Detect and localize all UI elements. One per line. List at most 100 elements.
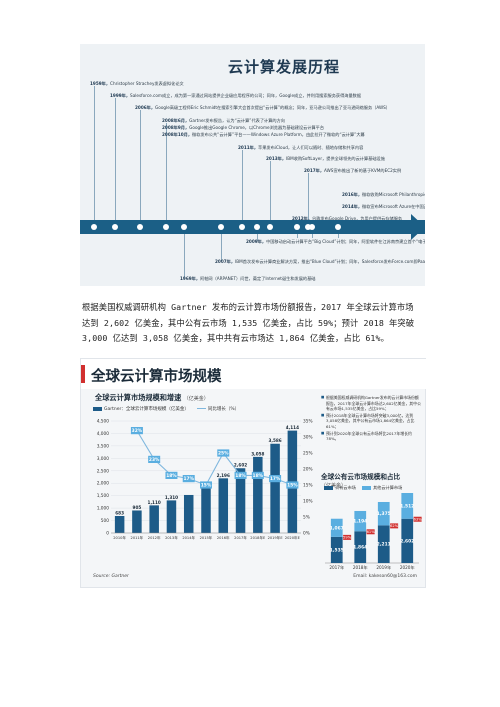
event-year: 2011年，: [238, 145, 259, 150]
bar-value-label: 683: [115, 511, 124, 516]
timeline-connector: [312, 234, 313, 238]
timeline-connector: [184, 234, 185, 278]
timeline-connector: [166, 137, 167, 220]
y-tick-label: 500: [101, 518, 109, 524]
market-size-bar: [253, 456, 263, 533]
public-cloud-chart: 1,535 1,067 59% 2017年 1,864 1,194 61% 2018年 2,21…: [325, 493, 422, 571]
x-tick-label: 2018年: [353, 564, 368, 571]
share-badge: [343, 534, 352, 540]
event-text: 微软收购Microsoft Philanthropies计划；同年，VMware…: [362, 192, 425, 197]
market-size-bar: [149, 505, 159, 533]
growth-rate-line: [136, 430, 293, 486]
growth-chart: 0 500 1,000 1,500 2,000 2,500 3,000 3,500 4,000 4…: [97, 419, 313, 541]
x-tick-label: 2011年: [131, 535, 144, 540]
other-value-label: 1,194: [353, 519, 367, 525]
timeline-axis-bar: [80, 220, 425, 234]
event-year: 2016年，: [342, 192, 363, 197]
x-tick-label: 2020年: [400, 564, 415, 571]
event-text: Salesforce.com成立，成为第一家通过网站提供企业级应用程序的公司；同…: [130, 93, 362, 98]
market-size-bar: [235, 468, 246, 533]
public-cloud-chart-title: 全球公有云市场规模和占比 （亿美金）: [321, 471, 425, 489]
timeline-event: 2007年，IBM首次发布云计算商业解决方案，推出“Blue Cloud”计划；…: [215, 259, 425, 265]
market-size-bar: [114, 516, 125, 533]
legend-public-label: 公有云市场: [335, 485, 356, 490]
legend-other-swatch: [361, 486, 371, 490]
growth-rate-marker: [182, 475, 195, 483]
y2-tick-label: 30%: [303, 435, 313, 441]
growth-rate-label: 18%: [166, 473, 177, 479]
event-year: 2008年9月，: [162, 125, 190, 130]
timeline-event: 1969年，阿帕网（ARPANET）问世，奠定了Internet诞生和发展的基础: [180, 276, 315, 282]
x-tick-label: 2016年: [217, 535, 230, 540]
timeline-event: 2016年，微软收购Microsoft Philanthropies计划；同年，…: [342, 192, 425, 198]
x-tick-label: 2017年: [329, 564, 344, 571]
event-year: 1999年，: [110, 93, 131, 98]
event-text: Google高级工程师Eric Schmidt在搜索引擎大会首次提出“云计算”的…: [155, 105, 390, 110]
event-text: 中国移动启动云计算平台“Big Cloud”计划；同年，阿里软件在江苏南京建立首…: [266, 239, 425, 244]
legend-line-swatch: [196, 407, 206, 410]
event-text: IBM首次发布云计算商业解决方案，推出“Blue Cloud”计划；同年，Sal…: [235, 259, 425, 264]
market-header: 全球云计算市场规模: [81, 359, 427, 389]
event-year: 1959年，: [90, 81, 111, 86]
growth-rate-label: 17%: [270, 476, 281, 482]
timeline-connector: [257, 234, 258, 241]
timeline-connector: [94, 86, 95, 220]
body-paragraph: 根据美国权威调研机构 Gartner 发布的云计算市场份额报告，2017 年全球…: [82, 302, 415, 343]
market-size-bar: [218, 478, 229, 533]
timeline-dot: [112, 224, 118, 230]
growth-rate-marker: [269, 475, 282, 483]
event-year: 2014年，: [342, 204, 363, 209]
event-text: Google推出Google Chrome，以Chrome浏览器为基础建设云计算…: [189, 125, 325, 130]
timeline-dot: [91, 224, 97, 230]
event-text: 微软宣布Microsoft Azure在中国正式商用；同年，微软推出Office…: [362, 204, 425, 209]
growth-rate-label: 15%: [287, 483, 298, 489]
bar-value-label: 2,196: [217, 473, 230, 478]
y2-tick-label: 15%: [303, 483, 313, 489]
growth-rate-marker: [165, 471, 178, 479]
event-year: 2008年6月，: [162, 118, 190, 123]
timeline-event: 2008年10月，微软发布公共“云计算”平台——Windows Azure Pl…: [162, 132, 365, 138]
public-cloud-bar: [377, 525, 390, 563]
x-tick-label: 2015年: [200, 535, 213, 540]
event-year: 1969年，: [180, 276, 201, 281]
timeline-title: 云计算发展历程: [228, 58, 341, 76]
timeline-connector: [297, 234, 298, 238]
timeline-arrow-icon: [411, 214, 425, 240]
public-cloud-chart-title-text: 全球公有云市场规模和占比: [321, 473, 401, 481]
note-item: 预计到2020年全球公有云市场将比2017年增长约78%。: [321, 431, 421, 442]
event-year: 2017年，: [304, 168, 325, 173]
x-tick-label: 2017年: [234, 535, 247, 540]
y2-tick-label: 5%: [303, 515, 310, 521]
legend-bar-swatch: [93, 406, 102, 411]
timeline-event: 2006年，Google高级工程师Eric Schmidt在搜索引擎大会首次提出…: [135, 105, 390, 111]
cloud-history-infographic: 云计算发展历程 1959年，Christopher Strachey发表虚拟化论…: [80, 44, 425, 286]
legend-bar-item: Gartner：全球云计算市场规模（亿美金）: [93, 406, 189, 412]
share-label: 59%: [343, 535, 352, 539]
timeline-event: 1999年，Salesforce.com成立，成为第一家通过网站提供企业级应用程…: [110, 93, 361, 99]
public-cloud-chart-unit: （亿美金）: [321, 483, 347, 489]
event-year: 2007年，: [215, 259, 236, 264]
timeline-event: 2008年9月，Google推出Google Chrome，以Chrome浏览器…: [162, 125, 324, 131]
growth-rate-marker: [148, 455, 161, 463]
growth-rate-marker: [286, 481, 299, 489]
event-year: 2008年10月，: [162, 132, 193, 137]
timeline-dot: [218, 224, 224, 230]
share-label: 62%: [390, 524, 399, 528]
legend-other-label: 其他云计算市场: [372, 485, 403, 490]
y2-tick-label: 20%: [303, 467, 313, 473]
other-cloud-bar: [377, 501, 390, 526]
event-text: Christopher Strachey发表虚拟化论文: [110, 81, 184, 86]
market-size-bar: [132, 510, 142, 533]
y-tick-label: 1,500: [97, 493, 110, 499]
other-cloud-bar: [401, 493, 414, 519]
x-tick-label: 2012年: [148, 535, 161, 540]
public-value-label: 2,211: [377, 542, 391, 548]
share-badge: [390, 523, 399, 529]
event-text: IBM收购SoftLayer，提供全球领先的云计算基础设施: [286, 156, 385, 161]
growth-rate-marker: [200, 481, 212, 489]
event-text: AWS宣布推出了新的基于KVM的EC2实例: [324, 168, 402, 173]
growth-rate-label: 25%: [218, 451, 229, 457]
event-text: Gartner发布报告，认为“云计算”代表了计算的方向: [189, 118, 285, 123]
event-year: 2006年，: [135, 105, 156, 110]
timeline-event: 2011年，苹果发布iCloud，让人们可以随时、随地存储和共享内容: [238, 145, 363, 151]
